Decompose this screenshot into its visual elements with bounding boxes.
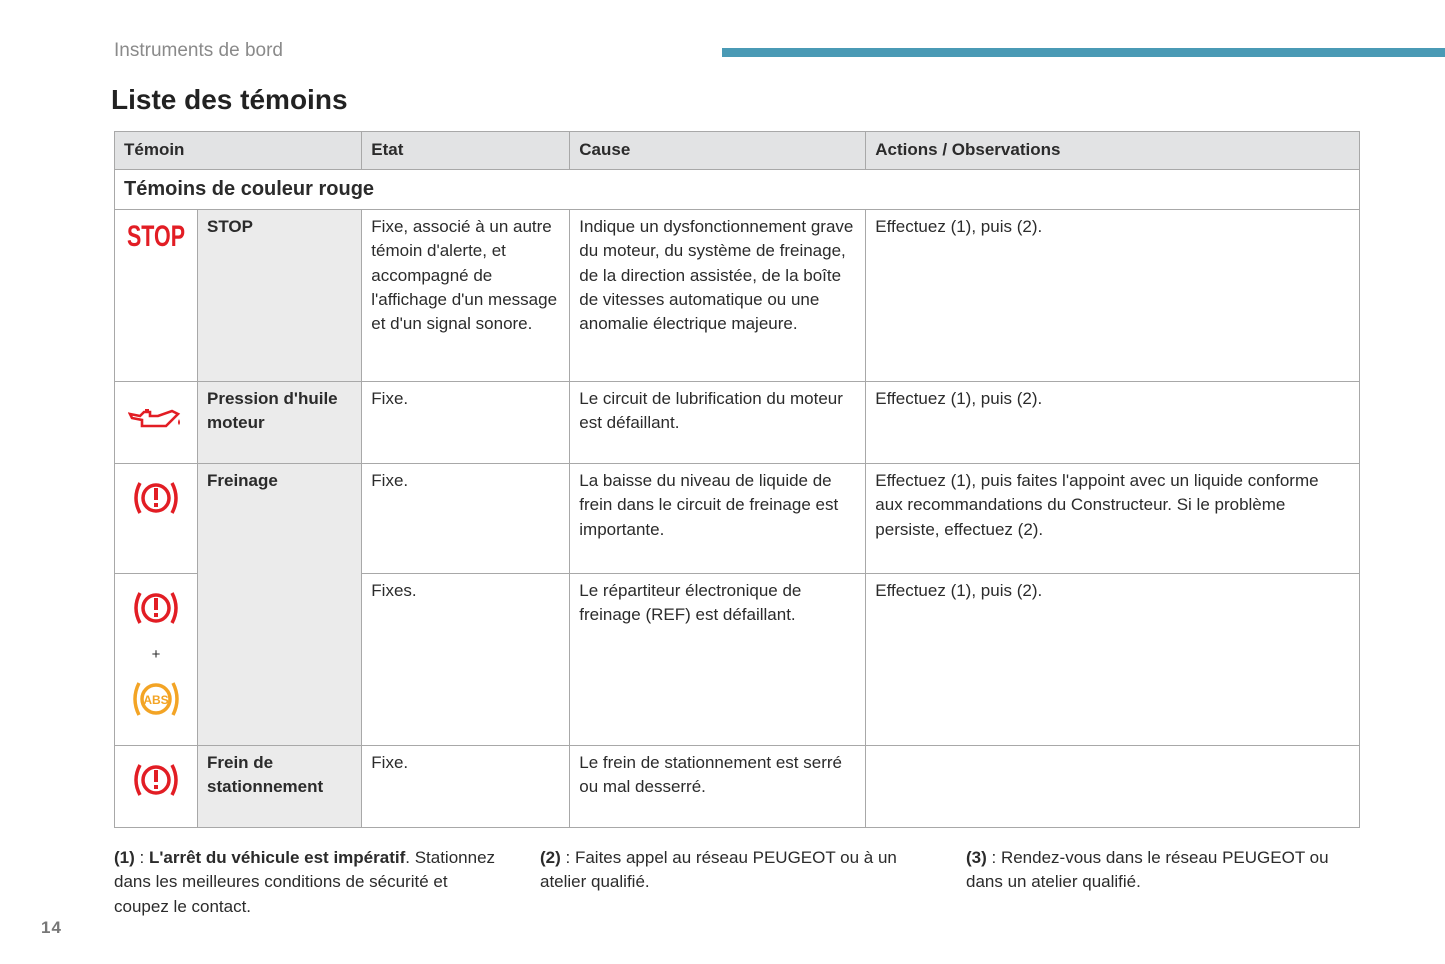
group-header: Témoins de couleur rouge: [114, 169, 1360, 210]
row-cause: Indique un dysfonctionnement grave du mo…: [569, 209, 867, 382]
row-cause: Le circuit de lubrification du moteur es…: [569, 381, 867, 464]
row-cause: Le répartiteur électronique de freinage …: [569, 573, 867, 746]
table-row: + ABS Fixes. Le répartiteur électronique…: [114, 573, 1360, 746]
row-name: Freinage: [196, 463, 363, 746]
table-row: Freinage Fixe. La baisse du niveau de li…: [114, 463, 1360, 746]
row-name: Frein de stationnement: [196, 745, 363, 828]
warning-lights-table: Témoin Etat Cause Actions / Observations…: [113, 131, 1360, 828]
footnote-2: (2) : Faites appel au réseau PEUGEOT ou …: [540, 848, 897, 892]
svg-text:STOP: STOP: [127, 220, 185, 252]
col-etat: Etat: [361, 131, 571, 170]
stop-icon: STOP: [114, 209, 198, 382]
row-action: Effectuez (1), puis (2).: [865, 209, 1360, 382]
brake-warning-icon: [114, 463, 198, 574]
col-actions: Actions / Observations: [865, 131, 1360, 170]
footnote-1: (1) : L'arrêt du véhicule est impératif.…: [114, 848, 496, 916]
row-cause: Le frein de stationnement est serré ou m…: [569, 745, 867, 828]
header-accent-bar: [722, 48, 1445, 57]
brake-warning-icon: [114, 745, 198, 828]
row-etat: Fixe.: [361, 381, 571, 464]
page-title: Liste des témoins: [111, 84, 348, 115]
col-cause: Cause: [569, 131, 867, 170]
table-row: Frein de stationnement Fixe. Le frein de…: [114, 745, 1360, 828]
row-cause: La baisse du niveau de liquide de frein …: [569, 463, 867, 574]
brake-warning-icon: [134, 592, 178, 624]
row-etat: Fixe.: [361, 463, 571, 574]
brake-and-abs-icons: + ABS: [114, 573, 198, 746]
footnote-3: (3) : Rendez-vous dans le réseau PEUGEOT…: [966, 848, 1329, 892]
table-row: STOP STOP Fixe, associé à un autre témoi…: [114, 209, 1360, 382]
row-etat: Fixes.: [361, 573, 571, 746]
oil-pressure-icon: [114, 381, 198, 464]
col-temoin: Témoin: [113, 131, 363, 170]
row-action: [865, 745, 1360, 828]
row-action: Effectuez (1), puis (2).: [865, 381, 1360, 464]
section-title: Instruments de bord: [114, 40, 283, 61]
table-row: Pression d'huile moteur Fixe. Le circuit…: [114, 381, 1360, 464]
plus-sign: +: [151, 646, 161, 664]
row-name: Pression d'huile moteur: [196, 381, 363, 464]
table-header: Témoin Etat Cause Actions / Observations: [113, 131, 1360, 170]
row-name: STOP: [196, 209, 363, 382]
abs-icon: ABS: [133, 681, 179, 716]
row-etat: Fixe.: [361, 745, 571, 828]
row-action: Effectuez (1), puis (2).: [865, 573, 1360, 746]
row-action: Effectuez (1), puis faites l'appoint ave…: [865, 463, 1360, 574]
page-number: 14: [41, 918, 62, 937]
row-etat: Fixe, associé à un autre témoin d'alerte…: [361, 209, 571, 382]
svg-text:ABS: ABS: [143, 693, 168, 707]
